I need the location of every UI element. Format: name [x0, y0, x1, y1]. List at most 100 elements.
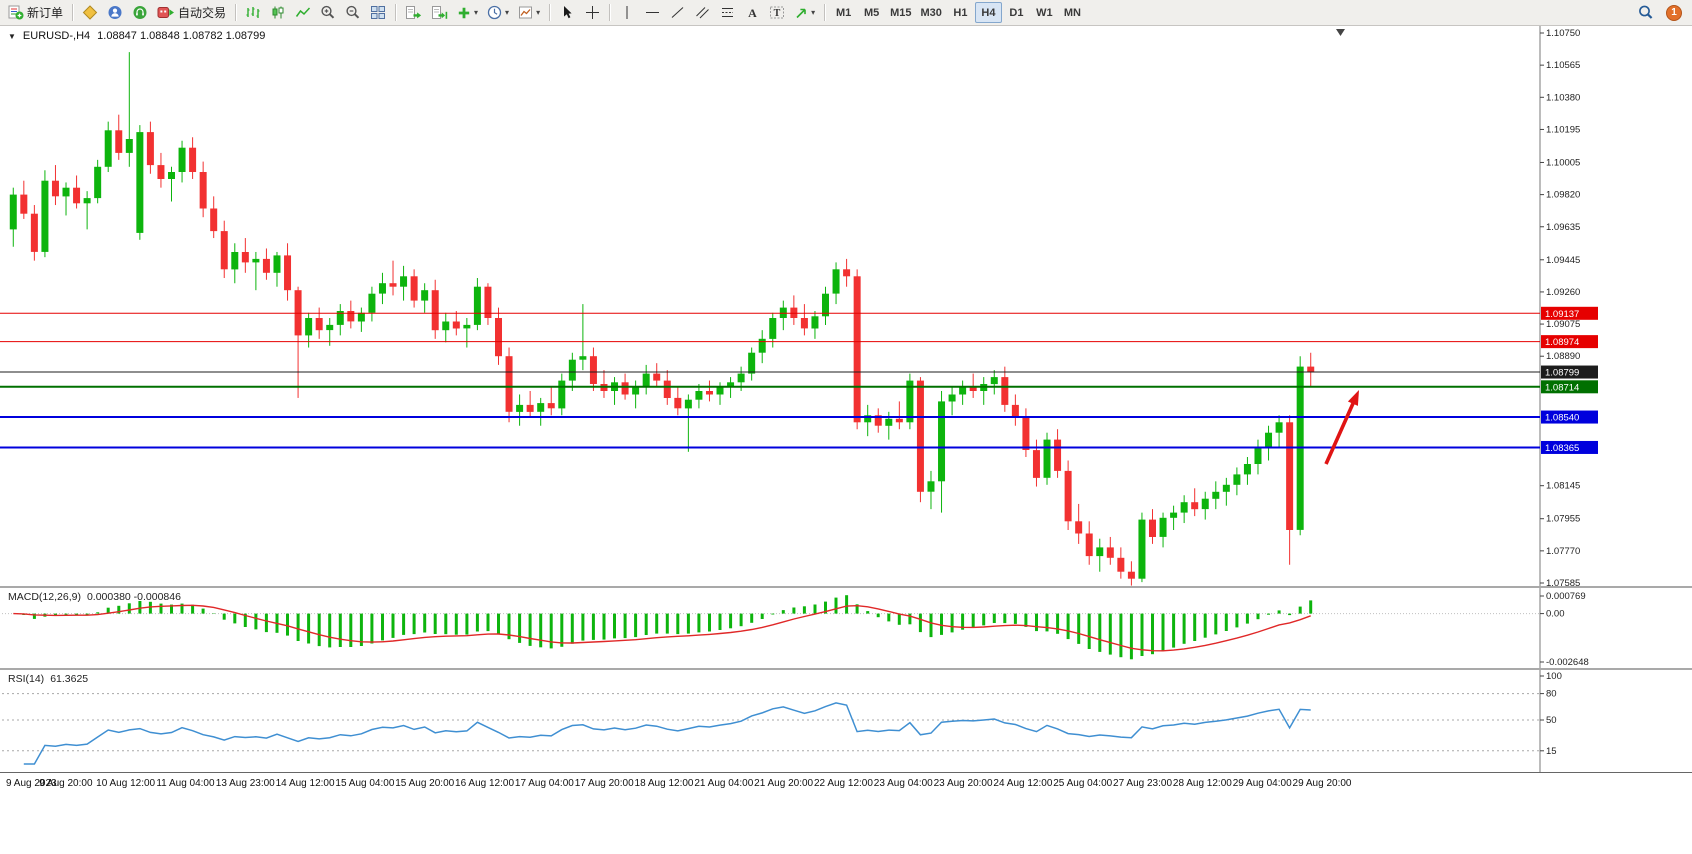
svg-text:1.08365: 1.08365 — [1545, 443, 1579, 454]
text-button[interactable]: A — [740, 2, 764, 23]
chevron-down-icon: ▾ — [811, 7, 816, 17]
line-chart-button[interactable] — [291, 2, 315, 23]
crosshair-button[interactable] — [580, 2, 604, 23]
time-label: 18 Aug 12:00 — [634, 778, 694, 789]
toolbar-separator — [824, 4, 826, 21]
timeframe-h1-button[interactable]: H1 — [947, 2, 974, 23]
candlestick-icon — [270, 5, 286, 20]
new-order-label: 新订单 — [27, 6, 64, 20]
time-label: 25 Aug 04:00 — [1053, 778, 1113, 789]
vertical-line-icon — [622, 5, 632, 20]
time-label: 21 Aug 20:00 — [754, 778, 814, 789]
cursor-icon — [560, 5, 574, 20]
tile-windows-icon — [370, 5, 386, 20]
toolbar-separator — [395, 4, 397, 21]
zoom-in-icon — [320, 5, 336, 20]
macd-panel[interactable]: 0.000769 0.00 -0.002648 MACD(12,26,9) 0.00… — [0, 588, 1692, 668]
time-label: 21 Aug 04:00 — [694, 778, 754, 789]
main-chart-svg[interactable]: 1.10750 1.10565 1.10380 1.10195 1.10005 1.098… — [0, 26, 1692, 586]
template-icon — [518, 5, 533, 20]
market-button[interactable] — [128, 2, 152, 23]
cursor-button[interactable] — [555, 2, 579, 23]
new-order-icon — [8, 5, 24, 20]
rsi-panel[interactable]: 100 80 50 15 RSI(14) 61.3625 — [0, 670, 1692, 772]
main-chart-panel[interactable]: 1.10750 1.10565 1.10380 1.10195 1.10005 1.098… — [0, 26, 1692, 586]
horizontal-line-button[interactable] — [640, 2, 664, 23]
time-label: 23 Aug 20:00 — [933, 778, 993, 789]
time-label: 24 Aug 12:00 — [993, 778, 1053, 789]
svg-text:A: A — [748, 6, 757, 20]
svg-text:1.10750: 1.10750 — [1546, 28, 1580, 39]
bar-chart-button[interactable] — [241, 2, 265, 23]
svg-text:1.07955: 1.07955 — [1546, 514, 1580, 525]
indicator-plus-icon — [457, 6, 471, 20]
templates-button[interactable]: ▾ — [514, 2, 544, 23]
line-chart-icon — [295, 5, 311, 20]
chevron-down-icon: ▾ — [505, 7, 510, 17]
timeframe-m15-button[interactable]: M15 — [886, 2, 915, 23]
time-label: 16 Aug 12:00 — [455, 778, 515, 789]
tile-windows-button[interactable] — [366, 2, 390, 23]
community-button[interactable] — [103, 2, 127, 23]
time-label: 14 Aug 12:00 — [275, 778, 335, 789]
timeframe-m30-button[interactable]: M30 — [917, 2, 946, 23]
chart-shift-button[interactable] — [427, 2, 452, 23]
arrows-button[interactable]: ▾ — [790, 2, 819, 23]
timeframe-h4-button[interactable]: H4 — [974, 2, 1002, 23]
svg-text:1.08714: 1.08714 — [1545, 382, 1579, 393]
indicators-button[interactable]: ▾ — [453, 2, 482, 23]
svg-text:1.09820: 1.09820 — [1546, 190, 1580, 201]
svg-text:1.10565: 1.10565 — [1546, 60, 1580, 71]
toolbar-separator — [72, 4, 74, 21]
annotation-arrow — [1324, 390, 1359, 465]
timeframe-d1-button[interactable]: D1 — [1003, 2, 1030, 23]
timeframe-mn-button[interactable]: MN — [1059, 2, 1086, 23]
timeframe-m1-button[interactable]: M1 — [830, 2, 857, 23]
time-label: 27 Aug 23:00 — [1113, 778, 1173, 789]
clock-icon — [487, 5, 502, 20]
zoom-in-button[interactable] — [316, 2, 340, 23]
rsi-svg[interactable]: 100 80 50 15 — [0, 670, 1692, 772]
periods-button[interactable]: ▾ — [483, 2, 513, 23]
channel-button[interactable] — [690, 2, 714, 23]
headset-icon — [132, 5, 148, 20]
svg-text:1.09075: 1.09075 — [1546, 319, 1580, 330]
person-icon — [107, 5, 123, 20]
notification-badge[interactable]: 1 — [1666, 4, 1682, 21]
time-label: 9 Aug 20:00 — [39, 778, 93, 789]
chevron-down-icon: ▾ — [474, 7, 479, 17]
svg-text:100: 100 — [1546, 671, 1562, 682]
zoom-out-button[interactable] — [341, 2, 365, 23]
auto-trading-button[interactable]: 自动交易 — [153, 2, 230, 23]
time-label: 9 Aug 2023 — [6, 778, 57, 789]
svg-text:1.07770: 1.07770 — [1546, 546, 1580, 557]
time-label: 29 Aug 04:00 — [1232, 778, 1292, 789]
fibonacci-button[interactable] — [715, 2, 739, 23]
new-order-button[interactable]: 新订单 — [4, 2, 67, 23]
auto-scroll-button[interactable] — [401, 2, 426, 23]
timeframe-m5-button[interactable]: M5 — [858, 2, 885, 23]
svg-text:0.000769: 0.000769 — [1546, 591, 1586, 602]
text-label-icon: T — [769, 5, 785, 20]
vertical-line-button[interactable] — [615, 2, 639, 23]
panel-separator[interactable] — [0, 586, 1692, 588]
macd-svg[interactable]: 0.000769 0.00 -0.002648 — [0, 588, 1692, 668]
trendline-button[interactable] — [665, 2, 689, 23]
text-label-button[interactable]: T — [765, 2, 789, 23]
timeframe-w1-button[interactable]: W1 — [1031, 2, 1058, 23]
fibonacci-icon — [720, 5, 735, 20]
svg-text:1.09260: 1.09260 — [1546, 287, 1580, 298]
metaeditor-button[interactable] — [78, 2, 102, 23]
time-label: 15 Aug 04:00 — [335, 778, 395, 789]
search-button[interactable] — [1634, 2, 1658, 23]
candlestick-chart-button[interactable] — [266, 2, 290, 23]
svg-text:50: 50 — [1546, 715, 1557, 726]
time-label: 13 Aug 23:00 — [215, 778, 275, 789]
auto-trading-icon — [157, 5, 175, 20]
time-axis[interactable]: 9 Aug 2023 9 Aug 20:00 10 Aug 12:00 11 Aug … — [0, 772, 1692, 793]
collapse-triangle-icon[interactable]: ▼ — [8, 31, 16, 41]
panel-separator[interactable] — [0, 668, 1692, 670]
text-a-icon: A — [746, 5, 759, 20]
svg-text:1.10195: 1.10195 — [1546, 124, 1580, 135]
zoom-out-icon — [345, 5, 361, 20]
